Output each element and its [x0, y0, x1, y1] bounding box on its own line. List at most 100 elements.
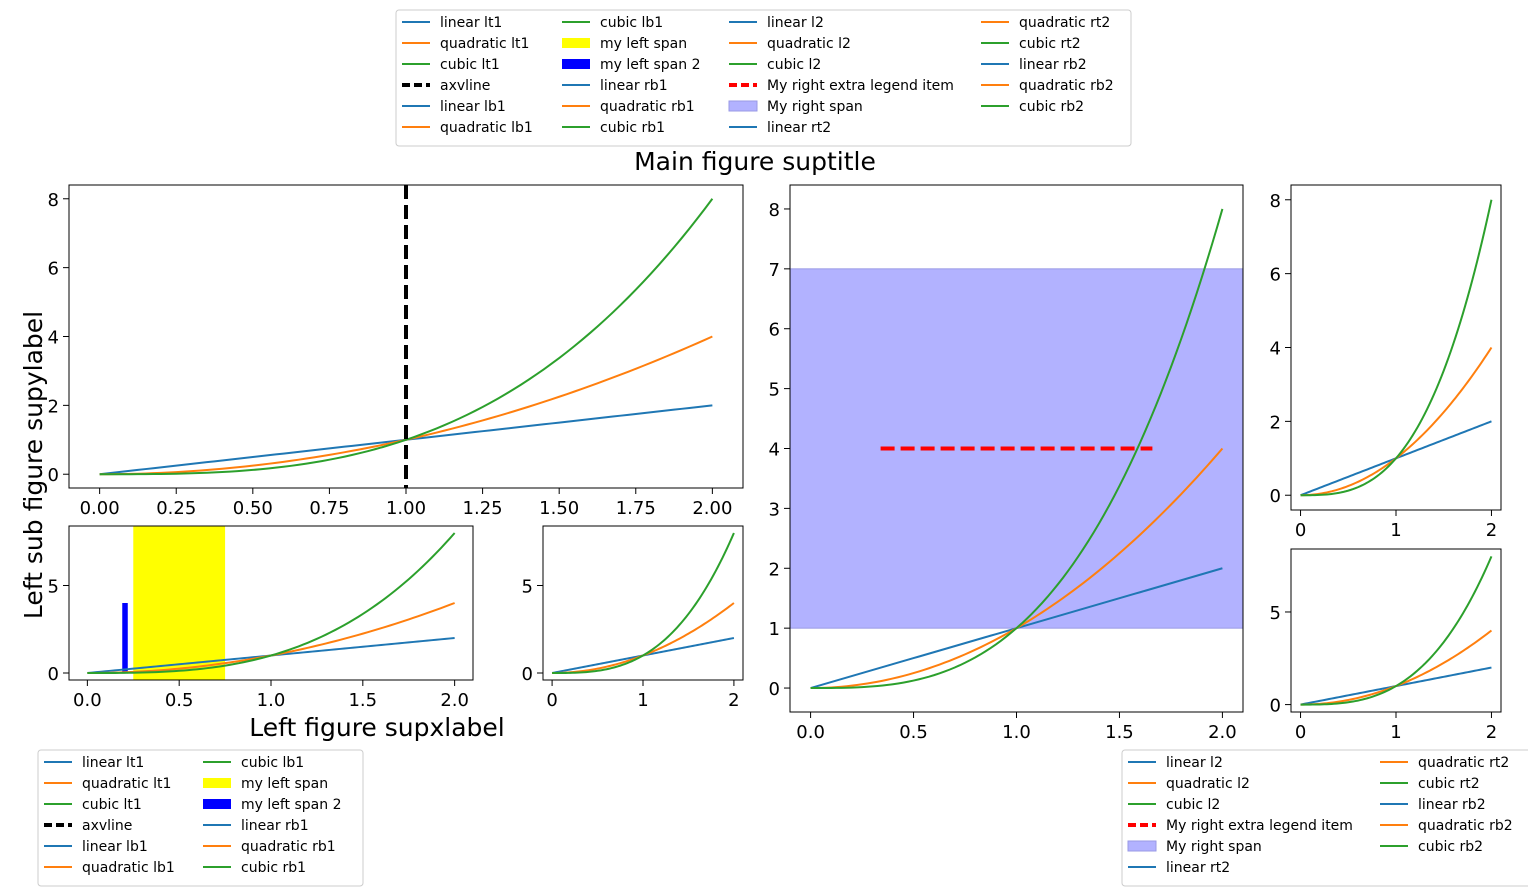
x-tick-label: 0.00 — [80, 498, 120, 519]
left-legend: linear lt1 quadratic lt1 cubic lt1 axvline l… — [37, 749, 364, 887]
figure-suptitle: Main figure suptitle — [634, 147, 876, 176]
svg-text:quadratic l2: quadratic l2 — [1166, 776, 1250, 792]
x-tick-label: 0.5 — [899, 722, 928, 743]
x-tick-label: 2.00 — [692, 498, 732, 519]
svg-text:linear lb1: linear lb1 — [82, 839, 148, 855]
y-tick-label: 6 — [769, 320, 780, 341]
plot-l2: 0.0 0.5 1.0 1.5 2.0 0 1 2 3 4 5 6 7 8 — [769, 184, 1244, 743]
series-quadratic-rt2 — [1300, 346, 1493, 497]
svg-text:axvline: axvline — [440, 78, 490, 94]
svg-text:cubic rb2: cubic rb2 — [1019, 99, 1084, 115]
x-tick-label: 0.25 — [156, 498, 196, 519]
series-quadratic-rb2 — [1300, 629, 1493, 706]
legend-entry: cubic rb2 — [1380, 839, 1483, 855]
x-tick-label: 0 — [1295, 722, 1306, 743]
svg-text:quadratic rb1: quadratic rb1 — [600, 99, 695, 115]
x-tick-label: 2 — [1486, 722, 1497, 743]
svg-text:quadratic rb2: quadratic rb2 — [1418, 818, 1513, 834]
y-tick-label: 1 — [769, 619, 780, 640]
plot-lb1: 0.0 0.5 1.0 1.5 2.0 0 5 — [48, 525, 474, 711]
svg-text:linear lt1: linear lt1 — [440, 15, 502, 31]
legend-entry: linear lb1 — [402, 99, 506, 115]
svg-text:quadratic rb1: quadratic rb1 — [241, 839, 336, 855]
svg-text:linear lb1: linear lb1 — [440, 99, 506, 115]
y-tick-label: 0 — [522, 664, 533, 685]
x-tick-label: 1.5 — [1105, 722, 1134, 743]
legend-entry: my left span 2 — [203, 797, 342, 813]
x-tick-label: 0 — [546, 690, 557, 711]
x-tick-label: 1 — [637, 690, 648, 711]
legend-entry: quadratic rb1 — [203, 839, 336, 855]
legend-entry: linear l2 — [1128, 755, 1223, 771]
x-tick-label: 1 — [1390, 520, 1401, 541]
legend-entry: linear rb2 — [981, 57, 1087, 73]
legend-entry: linear lt1 — [402, 15, 502, 31]
svg-text:cubic lb1: cubic lb1 — [600, 15, 663, 31]
x-tick-label: 2 — [728, 690, 739, 711]
svg-text:my left span: my left span — [600, 36, 687, 52]
plot-rb1: 0 1 2 0 5 — [522, 525, 744, 711]
y-tick-label: 6 — [48, 259, 59, 280]
y-tick-label: 0 — [1270, 486, 1281, 507]
legend-entry: linear rb2 — [1380, 797, 1486, 813]
svg-text:quadratic rt2: quadratic rt2 — [1019, 15, 1110, 31]
right-legend: linear l2 quadratic l2 cubic l2 My right ex… — [1121, 749, 1528, 887]
x-tick-label: 0 — [1295, 520, 1306, 541]
legend-entry: quadratic rt2 — [1380, 755, 1509, 771]
legend-entry: linear l2 — [729, 15, 824, 31]
legend-entry: cubic l2 — [729, 57, 821, 73]
svg-text:cubic l2: cubic l2 — [767, 57, 821, 73]
y-tick-label: 0 — [769, 679, 780, 700]
svg-text:My right extra legend item: My right extra legend item — [1166, 818, 1353, 834]
x-tick-label: 1.50 — [539, 498, 579, 519]
top-legend: linear lt1 quadratic lt1 cubic lt1 axvline l… — [395, 9, 1132, 147]
y-tick-label: 8 — [1270, 191, 1281, 212]
series-cubic-lt1 — [99, 198, 714, 476]
svg-text:cubic rt2: cubic rt2 — [1019, 36, 1081, 52]
legend-entry: linear rt2 — [729, 120, 831, 136]
legend-entry: cubic l2 — [1128, 797, 1220, 813]
legend-entry: My right span — [728, 99, 863, 115]
svg-text:quadratic lt1: quadratic lt1 — [82, 776, 171, 792]
plot-rt2: 0 1 2 0 2 4 6 8 — [1270, 184, 1502, 541]
x-tick-label: 1 — [1390, 722, 1401, 743]
y-tick-label: 5 — [48, 577, 59, 598]
svg-text:My right extra legend item: My right extra legend item — [767, 78, 954, 94]
svg-text:cubic rb2: cubic rb2 — [1418, 839, 1483, 855]
legend-entry: quadratic lb1 — [44, 860, 175, 876]
x-tick-label: 1.5 — [348, 690, 377, 711]
svg-text:quadratic l2: quadratic l2 — [767, 36, 851, 52]
series-cubic-lb1 — [87, 532, 456, 674]
y-tick-label: 0 — [48, 664, 59, 685]
legend-entry: quadratic rb2 — [981, 78, 1114, 94]
y-tick-label: 4 — [1270, 339, 1281, 360]
x-tick-label: 1.25 — [463, 498, 503, 519]
legend-entry: quadratic lt1 — [44, 776, 171, 792]
svg-text:quadratic rb2: quadratic rb2 — [1019, 78, 1114, 94]
y-tick-label: 2 — [1270, 412, 1281, 433]
legend-entry: linear rt2 — [1128, 860, 1230, 876]
svg-text:cubic rb1: cubic rb1 — [241, 860, 306, 876]
y-tick-label: 5 — [769, 380, 780, 401]
right-span — [790, 268, 1243, 629]
svg-text:axvline: axvline — [82, 818, 132, 834]
x-tick-label: 0.0 — [796, 722, 825, 743]
svg-text:My right span: My right span — [767, 99, 863, 115]
svg-text:cubic rb1: cubic rb1 — [600, 120, 665, 136]
series-cubic-rt2 — [1300, 199, 1493, 497]
legend-entry: linear lt1 — [44, 755, 144, 771]
y-tick-label: 0 — [1270, 696, 1281, 717]
svg-text:linear l2: linear l2 — [767, 15, 824, 31]
y-tick-label: 2 — [769, 559, 780, 580]
svg-text:linear rb2: linear rb2 — [1418, 797, 1486, 813]
x-tick-label: 1.0 — [257, 690, 286, 711]
legend-entry: my left span — [562, 36, 687, 52]
legend-entry: cubic lb1 — [562, 15, 663, 31]
y-tick-label: 0 — [48, 465, 59, 486]
legend-entry: My right span — [1127, 839, 1262, 855]
axes-frame — [68, 525, 474, 681]
svg-text:cubic lb1: cubic lb1 — [241, 755, 304, 771]
svg-text:quadratic lt1: quadratic lt1 — [440, 36, 529, 52]
svg-text:linear rb2: linear rb2 — [1019, 57, 1087, 73]
